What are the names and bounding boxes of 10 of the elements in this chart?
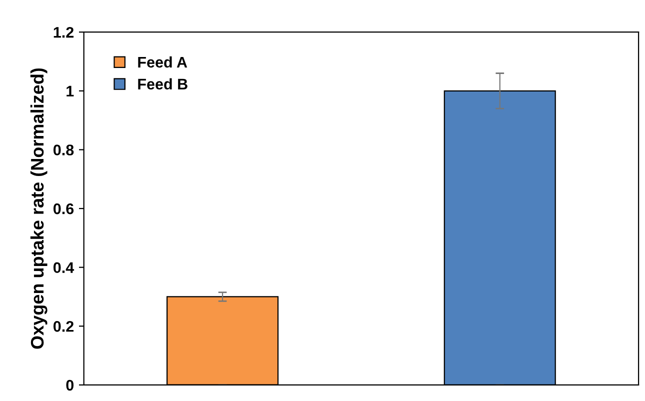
y-tick-label: 0.2 xyxy=(53,321,74,332)
legend-label: Feed B xyxy=(138,78,188,90)
y-axis-title: Oxygen uptake rate (Normalized) xyxy=(30,68,48,349)
y-tick-label: 0.4 xyxy=(53,262,74,274)
y-tick-label: 0.6 xyxy=(53,203,74,214)
y-tick-label: 0.8 xyxy=(53,144,74,156)
y-tick-label: 1 xyxy=(66,86,74,96)
y-tick-label: 0 xyxy=(66,380,74,391)
y-tick-label: 1.2 xyxy=(54,26,74,38)
legend-label: Feed A xyxy=(138,56,188,68)
